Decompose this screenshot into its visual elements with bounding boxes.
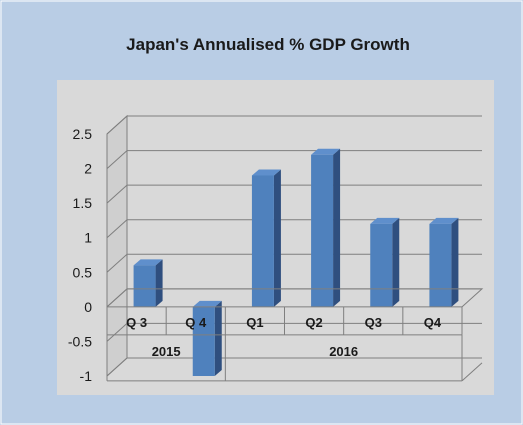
gridline [106,115,482,135]
bar-front [429,223,452,307]
bar-side [214,300,222,376]
bar [429,217,459,307]
bar-top [192,300,222,307]
gridline [106,219,482,239]
category-axis: Q 3 Q 4 Q1 Q2 Q3 Q4 2015 2016 [106,288,484,382]
chart-title: Japan's Annualised % GDP Growth [126,35,410,54]
y-tick-label: -1 [80,368,93,384]
category-label: Q1 [246,315,263,330]
y-tick-label: 1.5 [73,195,93,211]
y-tick-label: 0.5 [73,264,93,280]
gridline [106,322,482,342]
bar-front [311,154,334,307]
bar-top [133,259,163,266]
bar-side [451,217,459,307]
gridline [106,357,482,377]
category-label: Q2 [305,315,322,330]
group-label: 2015 [152,344,181,359]
bar-front [192,306,215,376]
bar-top [311,148,341,155]
category-label: Q 3 [126,315,147,330]
category-label: Q4 [424,315,442,330]
y-tick-label: 1 [84,230,92,246]
category-label: Q3 [365,315,382,330]
bar-side [273,169,281,307]
bar [133,259,163,307]
bar-front [251,175,274,307]
side-wall [106,114,128,378]
y-tick-label: 0 [84,299,92,315]
gridline [106,253,482,273]
bars [133,148,459,376]
axis-floor-edge [106,288,484,308]
axis-table-depth-edge [461,362,483,382]
bar-top [429,217,459,224]
bar-front [133,265,156,307]
y-axis-tick-labels: 2.5 2 1.5 1 0.5 0 -0.5 -1 [68,126,92,384]
bar-front [370,223,393,307]
category-label: Q 4 [185,315,207,330]
gridline [106,184,482,204]
bar-side [333,148,341,307]
y-tick-label: 2 [84,161,92,177]
y-tick-label: 2.5 [73,126,93,142]
bar [311,148,341,307]
bar-top [251,169,281,176]
bar-top [370,217,400,224]
bar [370,217,400,307]
y-tick-label: -0.5 [68,333,92,349]
gridline [106,150,482,169]
group-label: 2016 [329,344,358,359]
bar [192,300,222,376]
bar-side [155,259,163,307]
bar [251,169,281,307]
bar-side [392,217,400,307]
